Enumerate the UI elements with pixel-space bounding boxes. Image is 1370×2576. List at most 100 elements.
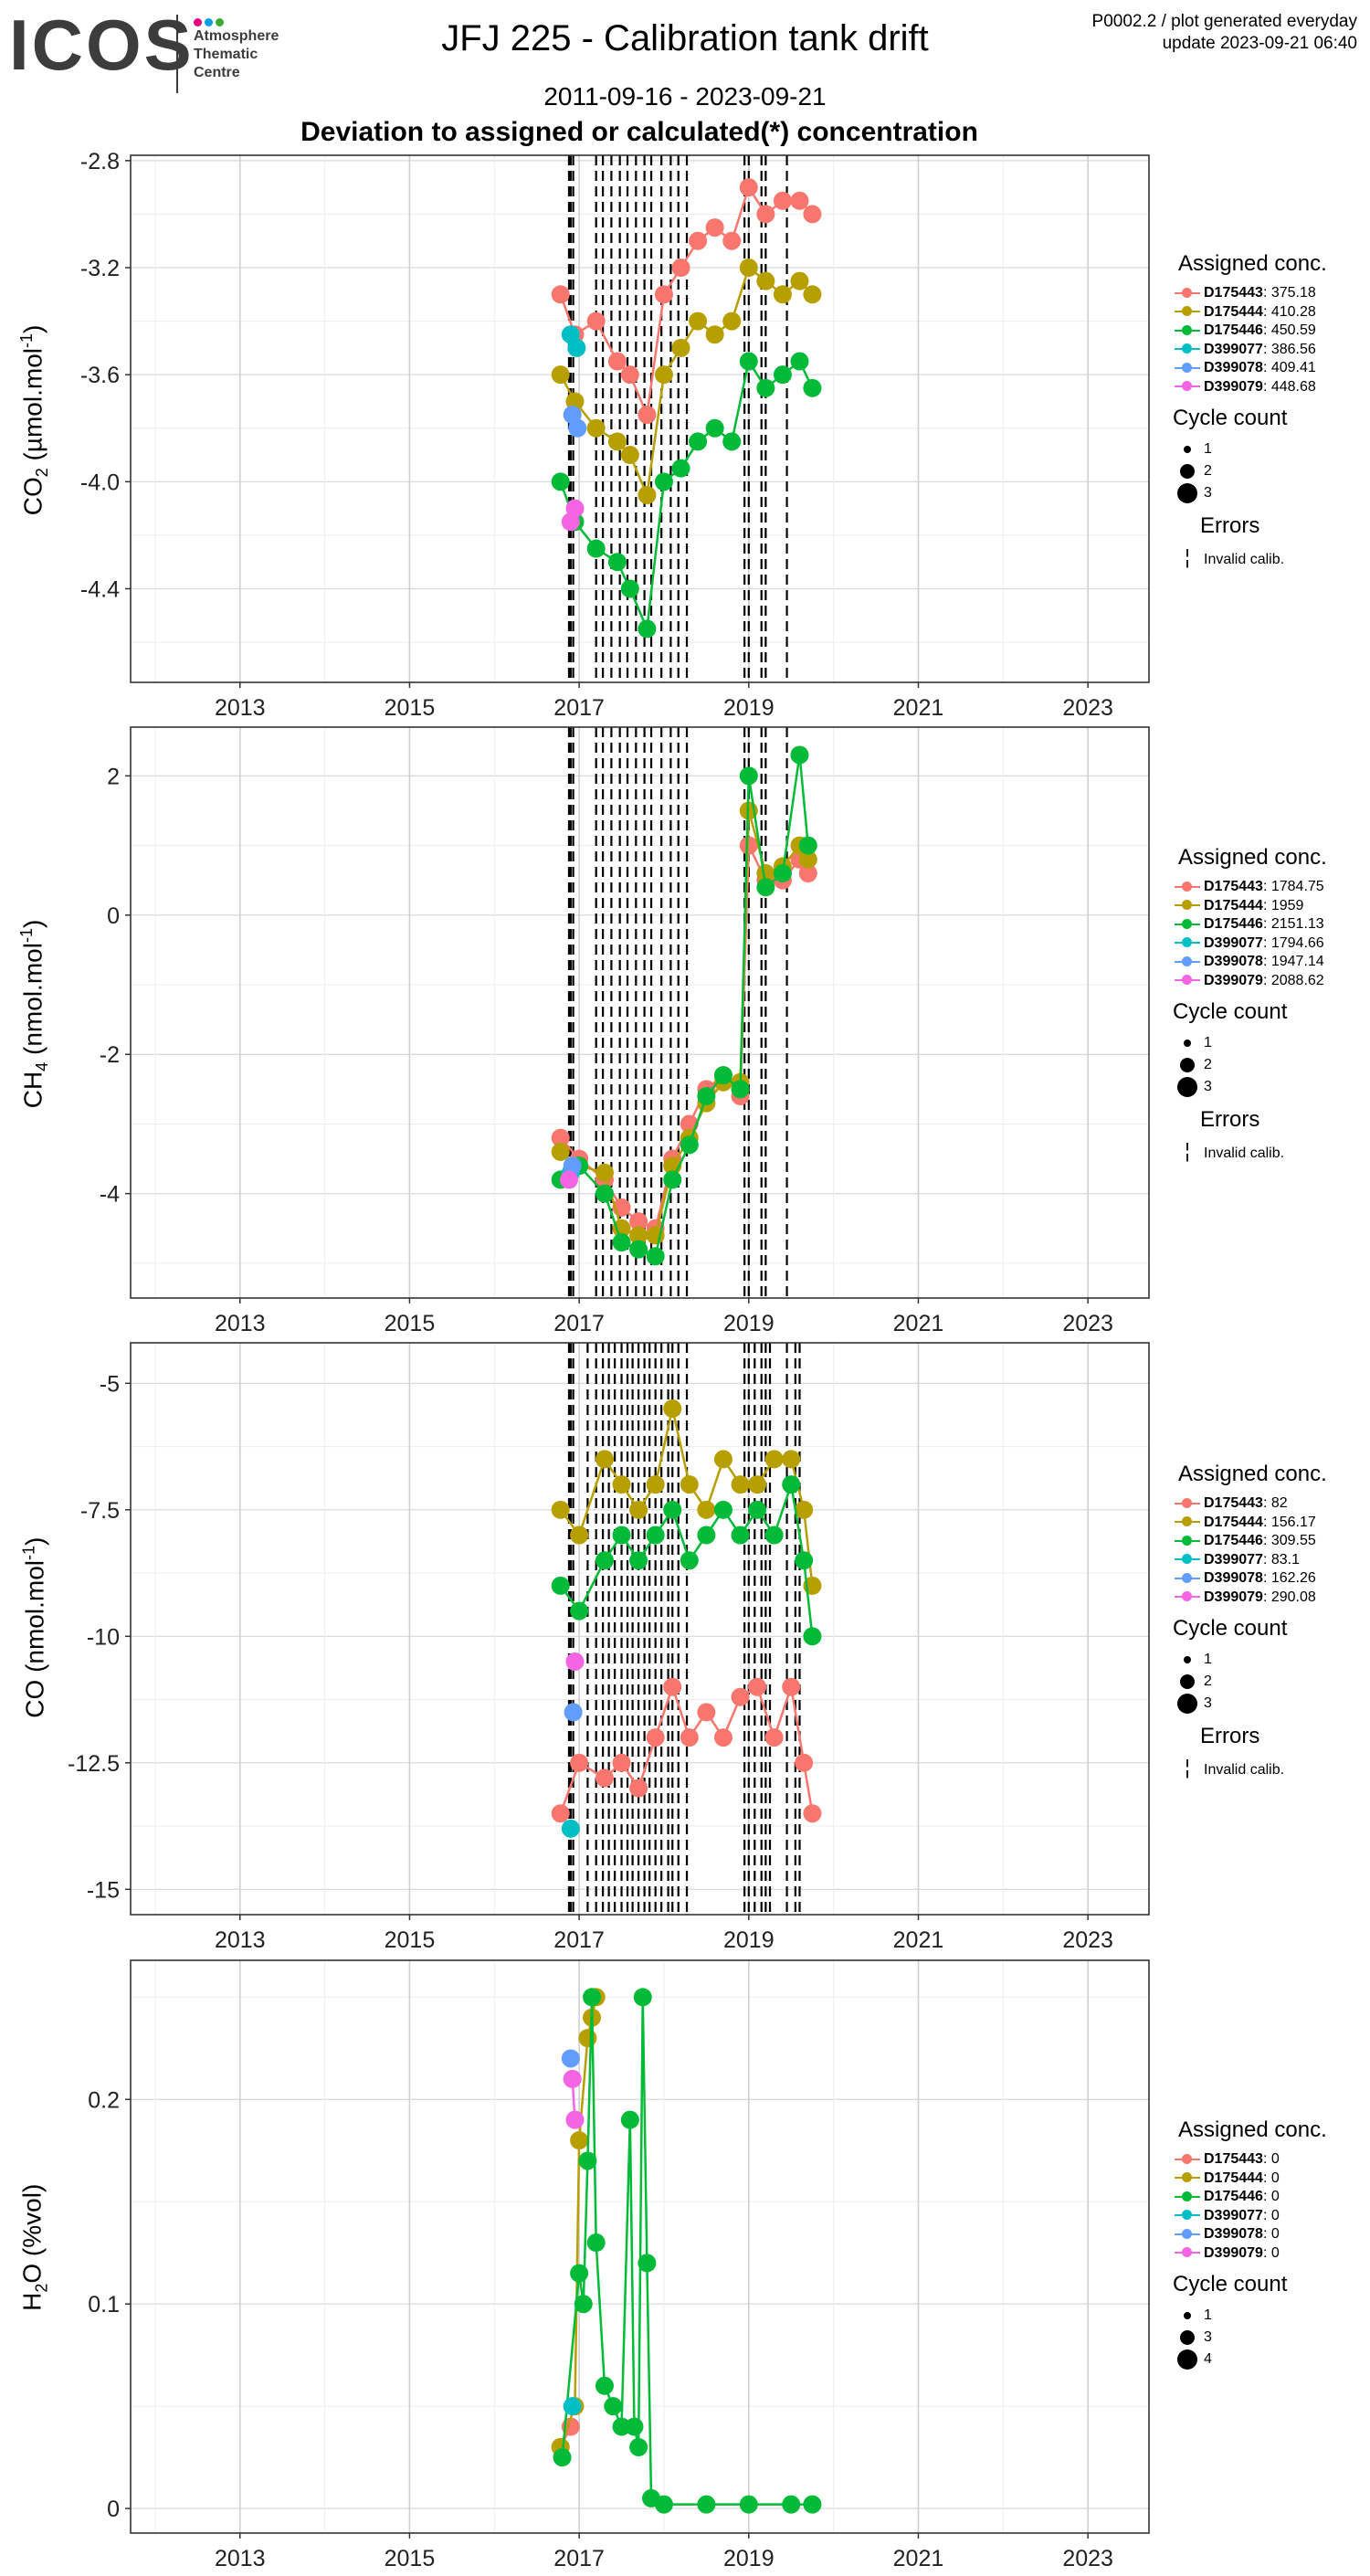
data-point [764,1450,784,1469]
data-point [803,1627,822,1646]
x-tick-label: 2017 [553,1311,605,1336]
data-point [713,1728,732,1747]
page-title: JFJ 225 - Calibration tank drift [441,18,929,58]
data-point [722,432,742,451]
series-D399077 [563,2397,582,2416]
data-point [595,1551,614,1570]
data-point [629,1500,648,1519]
data-point [782,1475,801,1494]
invalid-calibration-icon: ¦ [1185,545,1190,568]
cycle-count-entry: 2 [1171,1671,1327,1693]
plot-border [130,154,1150,683]
legend-entry: D175446: 450.59 [1171,322,1327,341]
data-point [739,178,758,197]
data-point [595,1768,614,1788]
data-point [565,499,585,518]
data-point [638,2254,657,2273]
data-point [756,205,775,224]
x-tick-label: 2015 [385,2546,436,2571]
data-point [748,1475,767,1494]
data-point [756,378,775,397]
x-tick-label: 2021 [893,1311,944,1336]
cycle-count-entry: 3 [1171,2327,1327,2349]
data-point [563,2397,582,2416]
y-axis-label: CO2 (µmol.mol-1) [17,324,51,515]
plot-border [130,1342,1150,1916]
legend-entry: D175443: 375.18 [1171,284,1327,303]
data-point [654,285,673,304]
data-point [663,1677,682,1696]
series-D175443 [551,1677,822,1823]
legend-entry: D399078: 1947.14 [1171,953,1327,972]
cycle-count-dot-icon [1177,1076,1197,1097]
data-point [790,191,809,210]
legend-swatch [1175,2191,1200,2203]
data-point [748,1677,767,1696]
data-point [565,2110,585,2129]
data-point [570,1526,589,1545]
data-point [689,231,708,250]
data-point [680,1551,699,1570]
data-point [620,446,639,465]
x-tick-label: 2023 [1062,1927,1113,1953]
data-point [671,259,690,278]
legend-entry: D399077: 1794.66 [1171,934,1327,954]
plot-meta: P0002.2 / plot generated everyday update… [1092,11,1357,55]
legend-swatch [1175,1535,1200,1547]
data-point [803,1804,822,1823]
data-point [713,1066,732,1085]
data-point [680,1728,699,1747]
legend-swatch [1175,1553,1200,1566]
logo-divider [176,15,178,93]
data-point [646,1247,665,1266]
legend-swatch [1175,936,1200,949]
chart-panel-2: 2 0 -2 -4 2013 2015 2017 2019 2021 2023 [100,726,1150,1336]
series-D399078 [564,1703,583,1722]
data-point [663,1500,682,1519]
cycle-count-entry: 3 [1171,482,1327,504]
data-point [680,1135,699,1155]
data-point [567,338,586,357]
series-D175446 [551,745,817,1266]
legend-swatch [1175,362,1200,375]
legend-swatch [1175,2209,1200,2222]
legend-entry: D175443: 82 [1171,1494,1327,1514]
legend-entry: D175446: 309.55 [1171,1532,1327,1551]
x-tick-label: 2017 [553,1927,605,1953]
data-point [773,191,792,210]
series-line [559,358,814,634]
legend-entry: D175446: 0 [1171,2188,1327,2207]
data-point [782,2495,801,2514]
legend-entry: D175444: 410.28 [1171,303,1327,322]
cycle-count-dot-icon [1177,1693,1197,1714]
legend-entry: D399078: 0 [1171,2225,1327,2244]
x-tick-label: 2019 [723,695,775,721]
cycle-count-dot-icon [1184,1655,1191,1663]
x-tick-label: 2019 [723,1311,775,1336]
cycle-count-entry: 1 [1171,438,1327,460]
data-point [697,1500,716,1519]
legend-swatch [1175,1572,1200,1585]
data-point [697,1703,716,1722]
data-point [739,766,758,786]
data-point [564,1703,583,1722]
cycle-count-dot-icon [1180,2329,1195,2345]
data-point [782,1677,801,1696]
data-point [553,2448,572,2467]
errors-entry: ¦ Invalid calib. [1171,546,1327,568]
legend-entry: D175446: 2151.13 [1171,915,1327,934]
data-point [756,878,775,897]
data-point [551,1500,570,1519]
data-point [722,311,742,331]
series-D399079 [565,1652,585,1672]
data-point [561,1819,580,1838]
series-D399079 [563,2069,585,2129]
data-point [570,1753,589,1772]
series-D175444 [551,259,822,504]
cycle-count-entry: 1 [1171,1032,1327,1054]
chart-subtitle: Deviation to assigned or calculated(*) c… [300,117,978,147]
y-axis-label: CO (nmol.mol-1) [19,1536,49,1718]
data-point [563,1156,582,1176]
cycle-count-dot-icon [1180,463,1195,479]
data-point [595,1163,614,1182]
